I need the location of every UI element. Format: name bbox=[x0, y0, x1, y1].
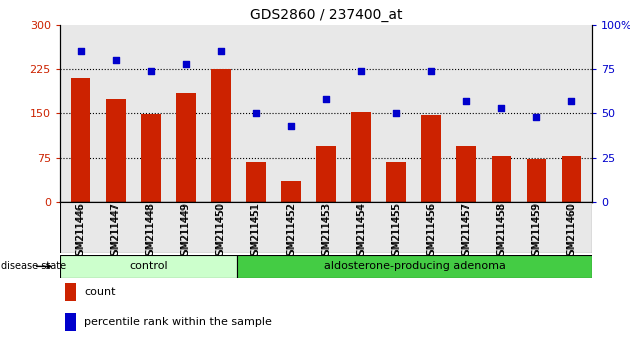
Text: GSM211448: GSM211448 bbox=[146, 203, 156, 262]
Point bbox=[286, 123, 296, 129]
Text: GSM211460: GSM211460 bbox=[566, 203, 576, 262]
Text: GSM211446: GSM211446 bbox=[76, 202, 86, 261]
Bar bbox=[457, 146, 476, 202]
Point bbox=[531, 114, 541, 120]
Bar bbox=[282, 181, 301, 202]
Text: GSM211459: GSM211459 bbox=[531, 202, 541, 261]
Text: GSM211457: GSM211457 bbox=[461, 203, 471, 262]
Text: aldosterone-producing adenoma: aldosterone-producing adenoma bbox=[324, 261, 506, 272]
Text: control: control bbox=[129, 261, 168, 272]
Text: GSM211454: GSM211454 bbox=[356, 203, 366, 262]
Bar bbox=[141, 114, 161, 202]
Point bbox=[426, 68, 436, 74]
Point bbox=[321, 96, 331, 102]
Bar bbox=[561, 156, 581, 202]
Text: GSM211451: GSM211451 bbox=[251, 203, 261, 262]
Bar bbox=[65, 313, 76, 331]
Text: GSM211458: GSM211458 bbox=[496, 202, 506, 261]
Point bbox=[356, 68, 366, 74]
Bar bbox=[211, 69, 231, 202]
Bar bbox=[421, 115, 441, 202]
Text: GSM211455: GSM211455 bbox=[391, 203, 401, 262]
Text: GSM211449: GSM211449 bbox=[181, 202, 191, 261]
Text: GSM211448: GSM211448 bbox=[146, 202, 156, 261]
Text: GSM211456: GSM211456 bbox=[426, 203, 436, 262]
Bar bbox=[60, 202, 592, 253]
Point bbox=[461, 98, 471, 104]
Text: GSM211459: GSM211459 bbox=[531, 203, 541, 262]
Text: disease state: disease state bbox=[1, 261, 66, 272]
Text: GSM211455: GSM211455 bbox=[391, 202, 401, 261]
Text: GSM211450: GSM211450 bbox=[216, 203, 226, 262]
Text: GSM211460: GSM211460 bbox=[566, 202, 576, 261]
Bar bbox=[386, 162, 406, 202]
Bar bbox=[106, 98, 125, 202]
Bar bbox=[491, 156, 511, 202]
Bar bbox=[238, 255, 592, 278]
Text: GSM211452: GSM211452 bbox=[286, 202, 296, 261]
Text: GSM211454: GSM211454 bbox=[356, 202, 366, 261]
Text: GSM211457: GSM211457 bbox=[461, 202, 471, 261]
Text: GSM211451: GSM211451 bbox=[251, 202, 261, 261]
Text: percentile rank within the sample: percentile rank within the sample bbox=[84, 317, 272, 327]
Text: GSM211452: GSM211452 bbox=[286, 203, 296, 262]
Bar bbox=[60, 255, 238, 278]
Bar bbox=[527, 159, 546, 202]
Bar bbox=[316, 146, 336, 202]
Bar bbox=[246, 162, 266, 202]
Title: GDS2860 / 237400_at: GDS2860 / 237400_at bbox=[249, 8, 403, 22]
Text: GSM211449: GSM211449 bbox=[181, 203, 191, 262]
Text: GSM211447: GSM211447 bbox=[111, 202, 121, 261]
Text: GSM211453: GSM211453 bbox=[321, 203, 331, 262]
Point bbox=[496, 105, 506, 111]
Bar bbox=[352, 112, 370, 202]
Point bbox=[111, 57, 121, 63]
Text: GSM211458: GSM211458 bbox=[496, 203, 506, 262]
Point bbox=[146, 68, 156, 74]
Bar bbox=[65, 283, 76, 301]
Point bbox=[251, 110, 261, 116]
Point bbox=[76, 48, 86, 54]
Point bbox=[181, 61, 191, 67]
Bar bbox=[176, 93, 195, 202]
Text: GSM211446: GSM211446 bbox=[76, 203, 86, 262]
Point bbox=[216, 48, 226, 54]
Text: GSM211456: GSM211456 bbox=[426, 202, 436, 261]
Text: count: count bbox=[84, 287, 115, 297]
Point bbox=[566, 98, 576, 104]
Text: GSM211447: GSM211447 bbox=[111, 203, 121, 262]
Point bbox=[391, 110, 401, 116]
Text: GSM211453: GSM211453 bbox=[321, 202, 331, 261]
Text: GSM211450: GSM211450 bbox=[216, 202, 226, 261]
Bar bbox=[71, 78, 91, 202]
